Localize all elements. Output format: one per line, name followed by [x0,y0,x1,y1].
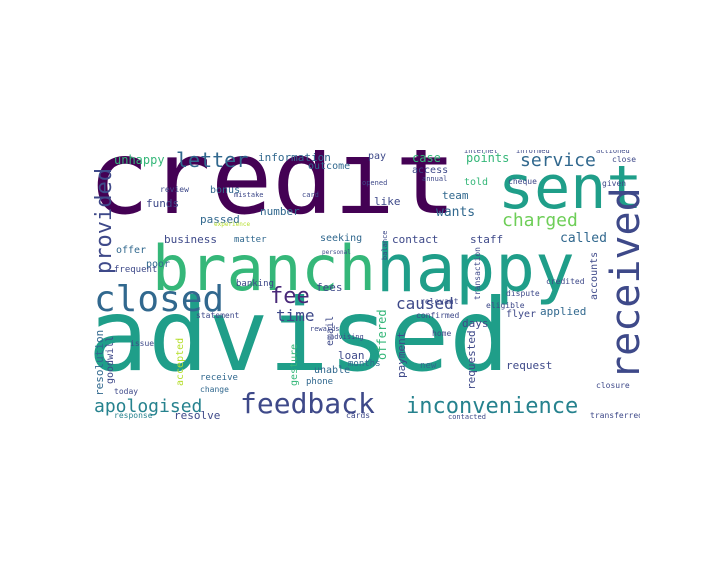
word-wants: wants [436,205,476,220]
word-internet: internet [464,150,498,155]
word-credited: credited [546,277,585,286]
word-phone: phone [306,377,334,387]
word-bonus: bonus [210,185,241,196]
word-charged: charged [502,210,578,231]
word-offer: offer [116,245,147,256]
word-cards: cards [346,411,371,420]
word-number: number [260,205,300,218]
word-days: days [462,317,489,330]
word-seeking: seeking [320,233,363,244]
word-experience: experience [214,221,251,228]
word-resolution: resolution [93,329,106,396]
word-business: business [164,233,217,246]
word-request: request [506,359,553,372]
word-happy: happy [376,230,575,307]
word-sent: sent [498,153,640,223]
word-outcome: outcome [308,161,351,172]
word-today: today [114,387,139,396]
word-advised: advised [90,277,510,394]
word-eligible: eligible [486,301,525,310]
word-branch: branch [152,232,376,305]
word-fee: fee [270,284,310,309]
word-apologised: apologised [94,396,203,417]
word-issue: issue [130,339,155,348]
word-received: received [603,187,640,380]
word-accounts: accounts [589,251,600,300]
word-accepted: accepted [175,337,186,386]
word-like: like [374,195,401,208]
word-rewards: rewards [310,325,340,333]
word-loan: loan [338,349,365,362]
word-personal: personal [322,249,351,256]
word-frequent: frequent [114,265,158,275]
word-transaction: transaction [473,247,482,300]
word-confirmed: confirmed [416,311,460,320]
word-unable: unable [314,365,351,376]
word-poor: poor [146,259,171,270]
word-gesture: gesture [289,343,300,386]
word-told: told [464,177,489,188]
word-banking: banking [236,279,274,289]
word-closure: closure [596,381,630,390]
word-cheque: cheque [508,177,537,186]
word-fees: fees [316,281,343,294]
word-points: points [466,151,510,165]
word-offered: offered [375,309,389,360]
word-information: information [258,151,331,164]
word-relevant: relevant [420,297,459,306]
word-mistake: mistake [234,191,264,199]
word-payment: payment [395,331,408,378]
word-flyer: flyer [506,309,537,320]
word-team: team [442,189,469,202]
word-applied: applied [540,305,587,318]
word-letter: letter [176,150,249,172]
word-case: case [412,151,441,165]
word-close: close [612,155,637,164]
word-dispute: dispute [506,289,540,298]
word-transferred: transferred [590,411,640,420]
word-home: home [432,329,452,338]
word-staff: staff [470,233,504,246]
word-balance: balance [381,230,389,260]
word-change: change [200,385,229,394]
word-contact: contact [392,233,439,246]
word-credit: credit [90,150,457,238]
word-statement: statement [196,311,240,320]
word-closed: closed [94,279,225,320]
word-pay: pay [368,151,387,162]
word-requested: requested [465,330,478,390]
word-new: new [420,361,437,371]
word-caused: caused [396,294,454,313]
word-resolve: resolve [174,409,221,420]
word-informed: informed [516,150,550,155]
word-annual: annual [422,175,448,183]
word-actioned: actioned [596,150,630,155]
word-review: review [160,185,189,194]
word-opened: opened [362,179,388,187]
word-time: time [276,306,315,325]
word-feedback: feedback [240,387,375,420]
word-contacted: contacted [448,413,486,421]
word-months: months [348,359,381,369]
word-called: called [560,231,607,246]
word-given: given [602,179,627,188]
word-card: card [302,191,319,199]
word-passed: passed [200,213,240,226]
word-response: response [114,411,153,420]
word-access: access [412,165,449,176]
word-cloud: credit sent branch happy advised closed … [90,150,640,420]
word-receive: receive [200,373,238,383]
word-funds: funds [146,197,180,210]
word-matter: matter [234,235,267,245]
word-advising: advising [330,333,364,341]
word-inconvenience: inconvenience [406,394,579,419]
word-unhappy: unhappy [114,153,165,167]
word-goodwill: goodwill [105,335,116,384]
word-service: service [520,150,596,171]
word-provided: provided [92,168,117,274]
